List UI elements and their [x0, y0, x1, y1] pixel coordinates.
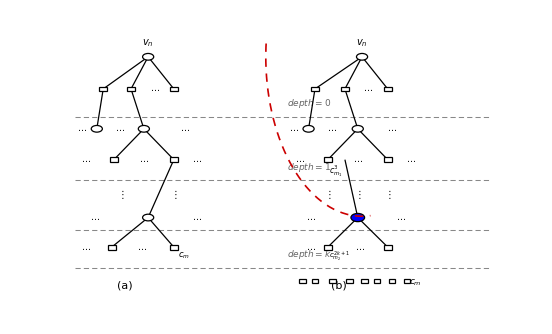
Text: $\cdots$: $\cdots$ [289, 124, 299, 133]
Text: $depth = k$: $depth = k$ [287, 248, 332, 261]
Bar [324, 157, 332, 162]
Text: (a): (a) [117, 281, 132, 291]
Circle shape [142, 53, 153, 60]
Bar [299, 279, 306, 283]
Circle shape [352, 126, 363, 132]
Text: $\cdots$: $\cdots$ [150, 85, 160, 94]
Text: $\cdots$: $\cdots$ [81, 242, 91, 252]
Text: $\cdots$: $\cdots$ [139, 155, 149, 164]
Circle shape [142, 214, 153, 221]
Circle shape [357, 53, 368, 60]
Bar [110, 157, 118, 162]
Text: $\vdots$: $\vdots$ [116, 188, 124, 201]
Text: $v_n$: $v_n$ [356, 37, 368, 48]
Bar [99, 87, 107, 92]
Bar [170, 87, 178, 92]
Text: $\vdots$: $\vdots$ [324, 188, 332, 201]
Bar [341, 87, 349, 92]
Bar [361, 279, 368, 283]
Circle shape [91, 126, 102, 132]
Text: $\vdots$: $\vdots$ [170, 188, 178, 201]
Text: $\cdots$: $\cdots$ [137, 242, 147, 252]
Circle shape [139, 126, 150, 132]
Bar [384, 245, 392, 249]
Text: $\cdots$: $\cdots$ [295, 155, 305, 164]
Bar [404, 279, 410, 283]
Bar [389, 279, 395, 283]
Text: $\cdots$: $\cdots$ [77, 124, 87, 133]
Text: $depth = 1$: $depth = 1$ [287, 161, 331, 174]
Text: $\vdots$: $\vdots$ [354, 188, 362, 201]
Text: $\cdots$: $\cdots$ [363, 85, 374, 94]
Bar [170, 245, 178, 249]
Bar [170, 157, 178, 162]
Bar [328, 279, 336, 283]
Text: $c^3_{m_1}$: $c^3_{m_1}$ [328, 164, 342, 179]
Text: $\cdots$: $\cdots$ [81, 155, 91, 164]
Text: $\cdots$: $\cdots$ [89, 213, 100, 222]
Bar [384, 87, 392, 92]
Bar [311, 87, 319, 92]
Text: $\cdots$: $\cdots$ [327, 124, 337, 133]
Text: $\cdots$: $\cdots$ [406, 155, 416, 164]
Bar [108, 245, 116, 249]
Text: $\cdots$: $\cdots$ [306, 242, 316, 252]
Text: $\cdots$: $\cdots$ [306, 213, 316, 222]
Text: $\cdots$: $\cdots$ [387, 124, 397, 133]
Text: $c_m$: $c_m$ [178, 250, 190, 261]
Circle shape [351, 213, 365, 222]
Text: (b): (b) [331, 281, 347, 291]
Text: $c_m$: $c_m$ [409, 277, 422, 288]
Text: $\cdots$: $\cdots$ [355, 242, 365, 252]
Bar [324, 245, 332, 249]
Bar [384, 157, 392, 162]
Text: $c^{2k+1}_{m_2}$: $c^{2k+1}_{m_2}$ [328, 250, 349, 264]
Text: $depth = 0$: $depth = 0$ [287, 97, 332, 110]
Text: $v_n$: $v_n$ [142, 37, 154, 48]
Bar [311, 279, 319, 283]
Bar [374, 279, 380, 283]
Text: $\cdots$: $\cdots$ [353, 155, 363, 164]
Text: $\cdots$: $\cdots$ [192, 213, 203, 222]
Bar [346, 279, 353, 283]
Text: $\vdots$: $\vdots$ [384, 188, 391, 201]
Text: $\cdots$: $\cdots$ [179, 124, 189, 133]
Circle shape [303, 126, 314, 132]
Text: $\cdots$: $\cdots$ [115, 124, 125, 133]
Text: $\cdots$: $\cdots$ [396, 213, 406, 222]
Text: $\cdots$: $\cdots$ [192, 155, 203, 164]
Bar [127, 87, 135, 92]
